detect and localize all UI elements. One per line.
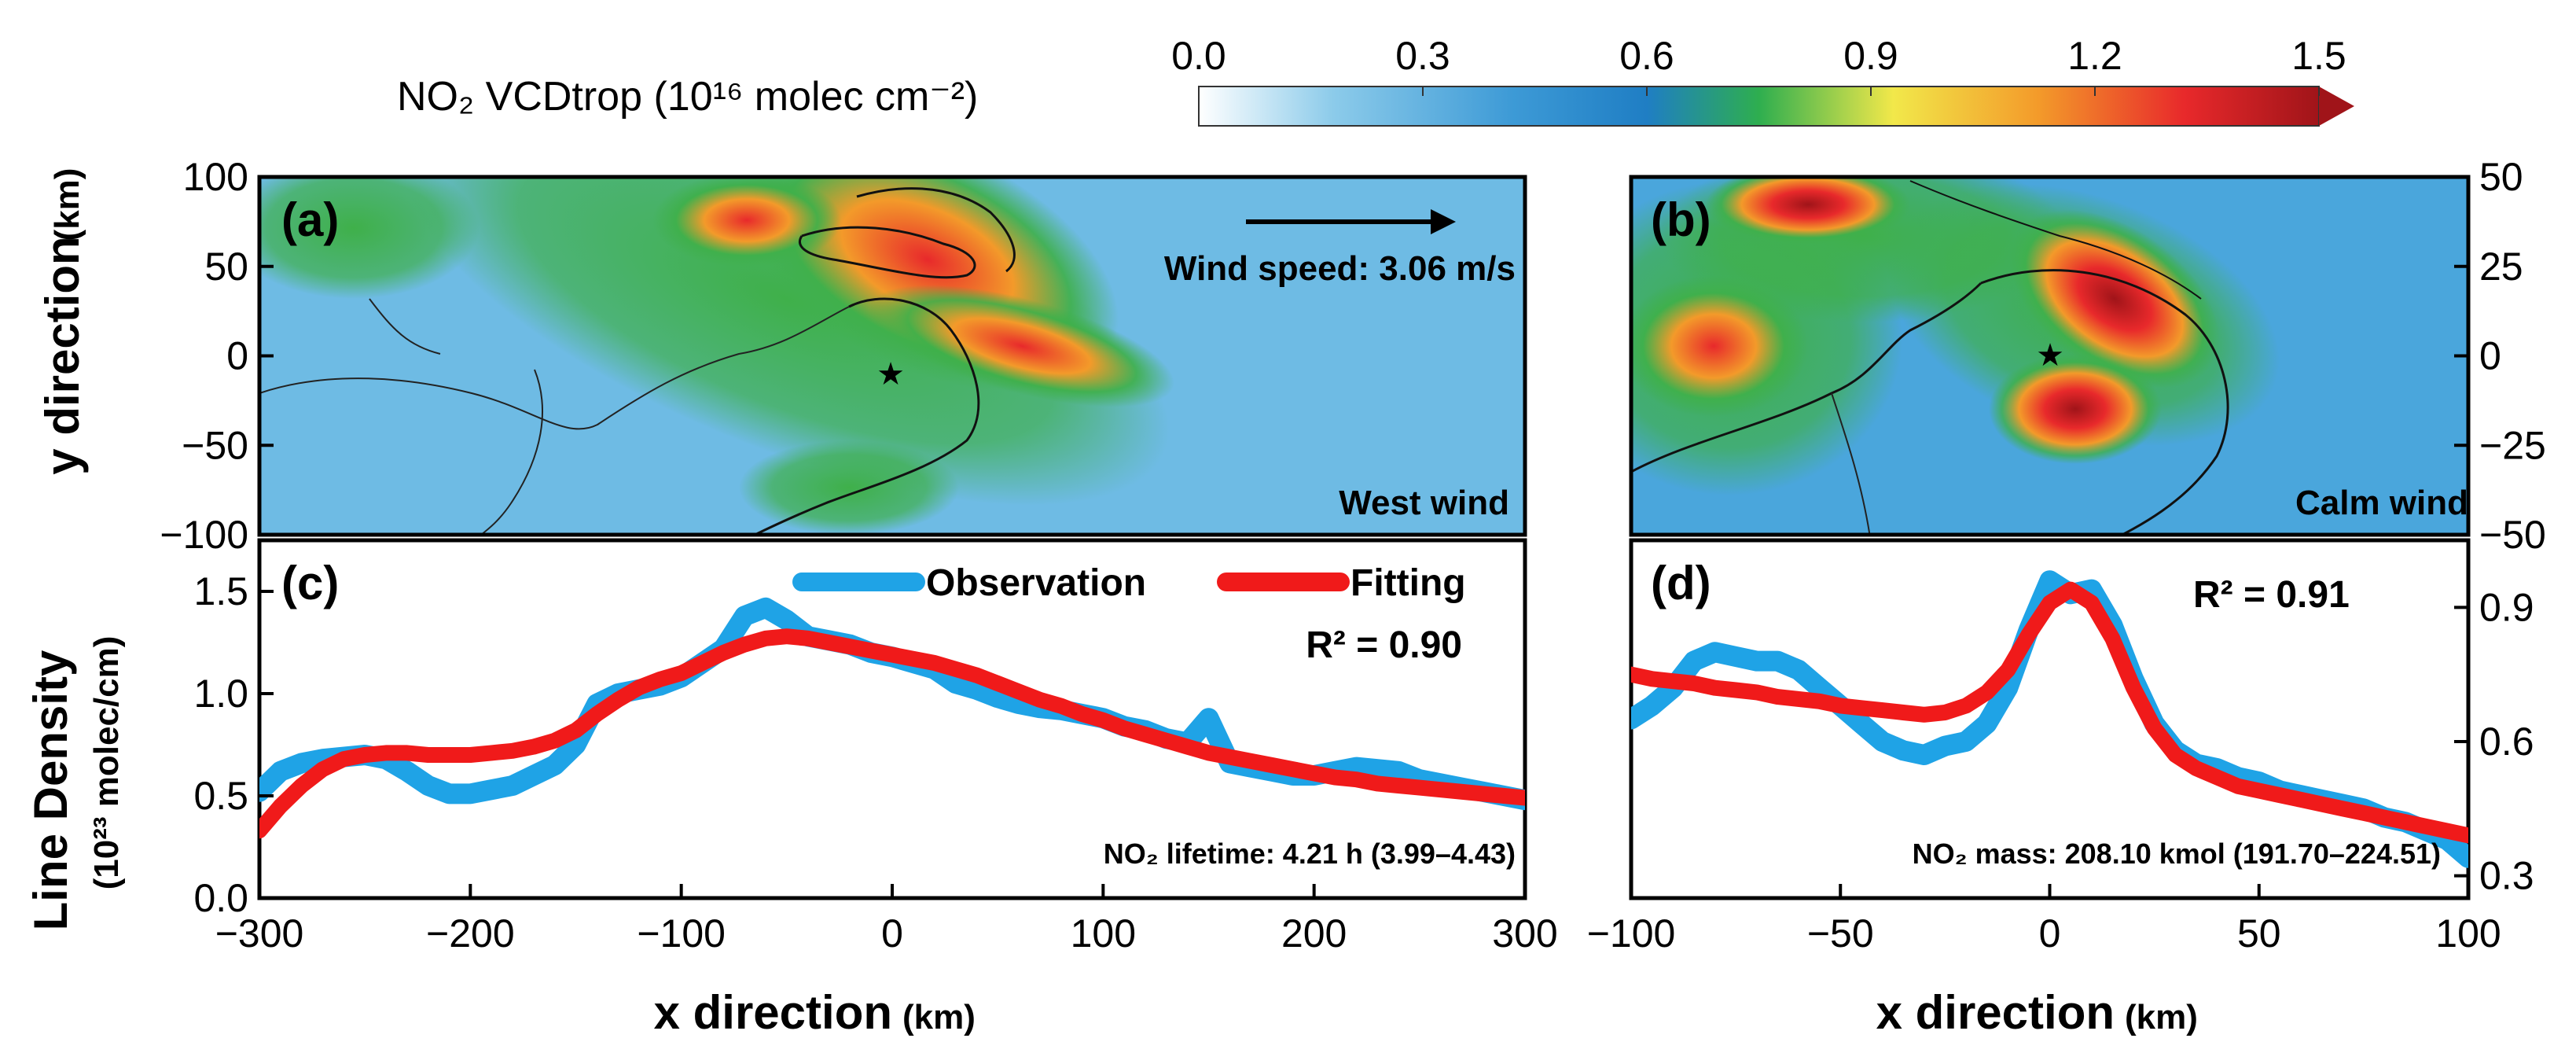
colorbar-title: NO₂ VCDtrop (10¹⁶ molec cm⁻²) [397, 74, 978, 120]
map-panel-b: ★ (b) Calm wind 50 25 0 −25 −50 [1629, 155, 2546, 557]
x-tick-label: −50 [1807, 911, 1874, 955]
y-tick-label: 1.5 [193, 569, 248, 613]
y-map-title: y direction [36, 236, 89, 474]
x-unit-c: (km) [902, 998, 976, 1036]
lifetime-note: NO₂ lifetime: 4.21 h (3.99–4.43) [1104, 838, 1516, 870]
map-y-tick-label: −100 [160, 513, 248, 557]
y-tick-label: 0.0 [193, 876, 248, 920]
colorbar-tick-label: 1.5 [2291, 34, 2346, 78]
legend-fitting-label: Fitting [1350, 562, 1466, 604]
colorbar-extend-arrow [2319, 87, 2354, 126]
r2-d: R² = 0.91 [2193, 574, 2350, 616]
x-tick-label: 300 [1492, 911, 1557, 955]
x-tick-label: −200 [426, 911, 515, 955]
x-tick-label: 0 [2039, 911, 2061, 955]
x-tick-label: −300 [215, 911, 304, 955]
colorbar-tick-label: 0.9 [1843, 34, 1898, 78]
map-y-tick-label: −50 [2479, 513, 2546, 557]
series-line-fitting [259, 628, 1525, 839]
colorbar-tick-label: 0.3 [1395, 34, 1450, 78]
chart-c-frame [257, 538, 1527, 900]
colorbar-tick-label: 0.6 [1619, 34, 1674, 78]
map-y-tick-label: 50 [204, 245, 248, 289]
y-tick-label: 0.6 [2479, 720, 2534, 764]
wind-arrow-icon [1431, 209, 1456, 234]
x-tick-label: 0 [881, 911, 903, 955]
panel-letter-a: (a) [281, 193, 339, 246]
y-tick-label: 0.5 [193, 774, 248, 818]
chart-c-ticks: −300 −200 −100 0 100 200 300 0.0 0.5 1.0 1.5 [193, 569, 1557, 955]
x-tick-label: 100 [1071, 911, 1136, 955]
y-map-unit: (km) [48, 168, 86, 241]
x-title-c: x direction [654, 986, 892, 1039]
location-star-icon: ★ [2036, 338, 2064, 373]
wind-label-a: West wind [1339, 484, 1509, 522]
mass-note: NO₂ mass: 208.10 kmol (191.70–224.51) [1913, 838, 2441, 870]
panel-letter-d: (d) [1651, 557, 1711, 609]
colorbar-ticks: 0.0 0.3 0.6 0.9 1.2 1.5 [1171, 34, 2346, 96]
y-line-unit: (10²³ molec/cm) [87, 636, 126, 890]
x-unit-d: (km) [2125, 998, 2198, 1036]
series-line-fitting [1631, 581, 2468, 844]
y-tick-label: 1.0 [193, 672, 248, 716]
y-line-title: Line Density [24, 650, 77, 930]
map-y-tick-label: 25 [2479, 245, 2523, 289]
legend-observation-label: Observation [926, 562, 1146, 604]
wind-label-b: Calm wind [2295, 484, 2468, 522]
chart-panel-c: −300 −200 −100 0 100 200 300 0.0 0.5 1.0 1.5 (c) O… [193, 538, 1558, 955]
colorbar-tick-label: 0.0 [1171, 34, 1226, 78]
colorbar-tick-label: 1.2 [2067, 34, 2122, 78]
x-tick-label: −100 [637, 911, 726, 955]
map-b-y-ticks: 50 25 0 −25 −50 [2454, 155, 2546, 557]
panel-letter-c: (c) [281, 557, 339, 609]
r2-c: R² = 0.90 [1306, 624, 1462, 666]
x-tick-label: 50 [2237, 911, 2281, 955]
map-y-tick-label: −25 [2479, 423, 2546, 467]
x-title-d: x direction [1876, 986, 2115, 1039]
panel-letter-b: (b) [1651, 193, 1711, 246]
map-y-tick-label: −50 [182, 423, 248, 467]
map-a-y-ticks: 100 50 0 −50 −100 [160, 155, 274, 557]
chart-panel-d: −100 −50 0 50 100 0.3 0.6 0.9 (d) R² = 0.91 NO₂… [1587, 538, 2534, 955]
x-tick-label: 200 [1281, 911, 1347, 955]
chart-d-plot [1631, 570, 2468, 868]
wind-speed-text: Wind speed: 3.06 m/s [1164, 249, 1516, 288]
chart-d-ticks: −100 −50 0 50 100 0.3 0.6 0.9 [1587, 585, 2534, 955]
map-y-tick-label: 100 [183, 155, 248, 199]
y-tick-label: 0.3 [2479, 854, 2534, 898]
map-y-tick-label: 0 [2479, 334, 2501, 378]
map-y-tick-label: 50 [2479, 155, 2523, 199]
colorbar: NO₂ VCDtrop (10¹⁶ molec cm⁻²) 0.0 0.3 0.6 0… [397, 34, 2354, 127]
location-star-icon: ★ [876, 357, 905, 392]
y-tick-label: 0.9 [2479, 585, 2534, 629]
x-tick-label: 100 [2435, 911, 2501, 955]
x-tick-label: −100 [1587, 911, 1676, 955]
colorbar-bar [1198, 86, 2320, 127]
chart-c-plot [259, 597, 1525, 839]
map-y-tick-label: 0 [226, 334, 248, 378]
map-panel-a: ★ (a) Wind speed: 3.06 m/s West wind 100… [160, 155, 1527, 557]
